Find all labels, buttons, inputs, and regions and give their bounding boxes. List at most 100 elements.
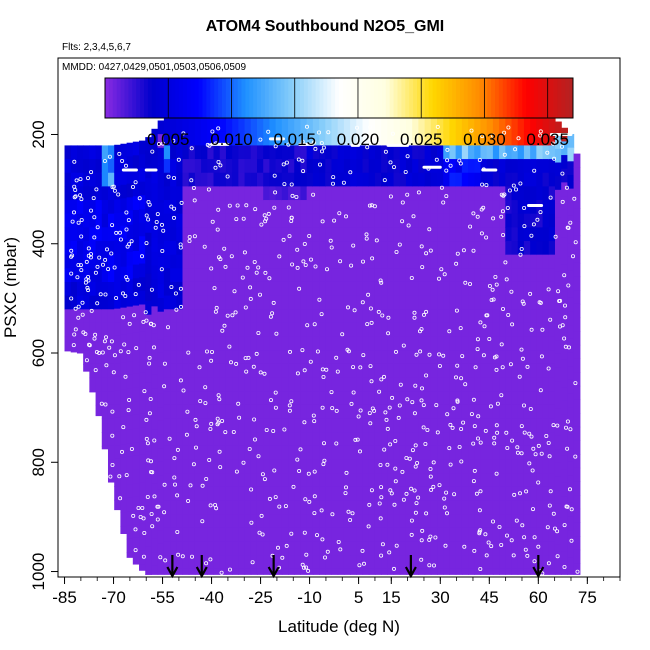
heatmap-cell	[505, 363, 513, 379]
obs-point	[256, 330, 261, 335]
heatmap-cell	[505, 200, 513, 215]
heatmap-cell	[412, 213, 419, 228]
heatmap-cell	[443, 459, 451, 474]
heatmap-cell	[325, 445, 333, 461]
obs-point	[529, 233, 534, 238]
heatmap-cell	[319, 159, 326, 174]
heatmap-cell	[449, 131, 457, 147]
colorbar-swatch	[225, 78, 231, 118]
heatmap-cell	[101, 227, 109, 242]
heatmap-cell	[387, 473, 395, 488]
heatmap-cell	[486, 514, 494, 529]
heatmap-cell	[163, 227, 171, 242]
heatmap-cell	[530, 131, 537, 147]
obs-point	[487, 283, 492, 288]
heatmap-cell	[461, 295, 469, 310]
obs-point	[241, 216, 246, 221]
heatmap-cell	[387, 350, 395, 365]
heatmap-cell	[263, 418, 271, 433]
heatmap-cell	[474, 459, 482, 474]
heatmap-cell	[114, 417, 122, 433]
heatmap-cell	[474, 445, 482, 461]
heatmap-cell	[132, 387, 140, 402]
heatmap-cell	[151, 156, 159, 171]
heatmap-cell	[405, 241, 413, 256]
heatmap-cell	[145, 219, 153, 234]
heatmap-cell	[393, 568, 401, 575]
heatmap-cell	[554, 135, 562, 150]
heatmap-cell	[170, 159, 177, 174]
obs-point	[127, 242, 132, 247]
heatmap-cell	[176, 145, 184, 160]
heatmap-cell	[176, 527, 184, 543]
heatmap-cell	[201, 391, 208, 406]
obs-point	[391, 566, 396, 571]
heatmap-cell	[294, 145, 302, 160]
heatmap-cell	[554, 435, 562, 450]
heatmap-cell	[405, 159, 413, 174]
heatmap-cell	[256, 555, 264, 570]
heatmap-cell	[101, 404, 109, 420]
obs-point	[518, 181, 523, 186]
heatmap-cell	[275, 186, 283, 201]
heatmap-cell	[219, 459, 227, 474]
heatmap-cell	[461, 200, 469, 215]
heatmap-cell	[554, 189, 562, 205]
heatmap-cell	[163, 254, 171, 269]
heatmap-cell	[424, 568, 432, 575]
heatmap-cell	[350, 527, 357, 543]
heatmap-cell	[362, 118, 370, 133]
obs-point	[208, 503, 213, 508]
heatmap-cell	[350, 118, 357, 133]
heatmap-cell	[517, 445, 525, 461]
heatmap-cell	[213, 172, 221, 187]
heatmap-cell	[430, 131, 438, 147]
heatmap-cell	[294, 254, 302, 269]
heatmap-cell	[554, 230, 562, 246]
heatmap-cell	[294, 322, 302, 338]
heatmap-cell	[312, 568, 320, 575]
heatmap-cell	[207, 459, 215, 474]
obs-point	[316, 130, 321, 135]
heatmap-cell	[412, 568, 419, 575]
heatmap-cell	[188, 363, 196, 379]
heatmap-cell	[561, 551, 568, 566]
obs-point	[254, 351, 259, 356]
obs-point	[489, 297, 494, 302]
obs-point	[313, 146, 318, 151]
heatmap-cell	[511, 118, 519, 133]
obs-point	[131, 513, 136, 518]
heatmap-cell	[188, 486, 196, 502]
obs-point	[378, 462, 383, 467]
obs-point	[172, 456, 177, 461]
obs-point	[247, 446, 252, 451]
obs-point	[330, 512, 335, 517]
heatmap-cell	[561, 510, 568, 525]
heatmap-cell	[554, 558, 562, 573]
heatmap-cell	[511, 322, 519, 338]
heatmap-cell	[486, 159, 494, 174]
obs-point	[172, 206, 177, 211]
heatmap-cell	[145, 574, 153, 575]
heatmap-cell	[288, 459, 295, 474]
heatmap-cell	[114, 158, 122, 173]
heatmap-cell	[350, 322, 357, 338]
heatmap-cell	[530, 281, 537, 297]
heatmap-cell	[374, 555, 382, 570]
obs-point	[223, 430, 228, 435]
heatmap-cell	[145, 341, 153, 357]
obs-point	[532, 559, 537, 564]
heatmap-cell	[176, 514, 184, 529]
obs-point	[500, 209, 505, 214]
obs-point	[441, 200, 446, 205]
heatmap-cell	[201, 213, 208, 228]
heatmap-cell	[337, 350, 345, 365]
heatmap-cell	[188, 445, 196, 461]
heatmap-cell	[393, 159, 401, 174]
heatmap-cell	[219, 363, 227, 379]
heatmap-cell	[399, 527, 407, 543]
heatmap-cell	[492, 227, 500, 242]
heatmap-cell	[139, 564, 146, 571]
heatmap-cell	[480, 459, 488, 474]
heatmap-cell	[393, 186, 401, 201]
